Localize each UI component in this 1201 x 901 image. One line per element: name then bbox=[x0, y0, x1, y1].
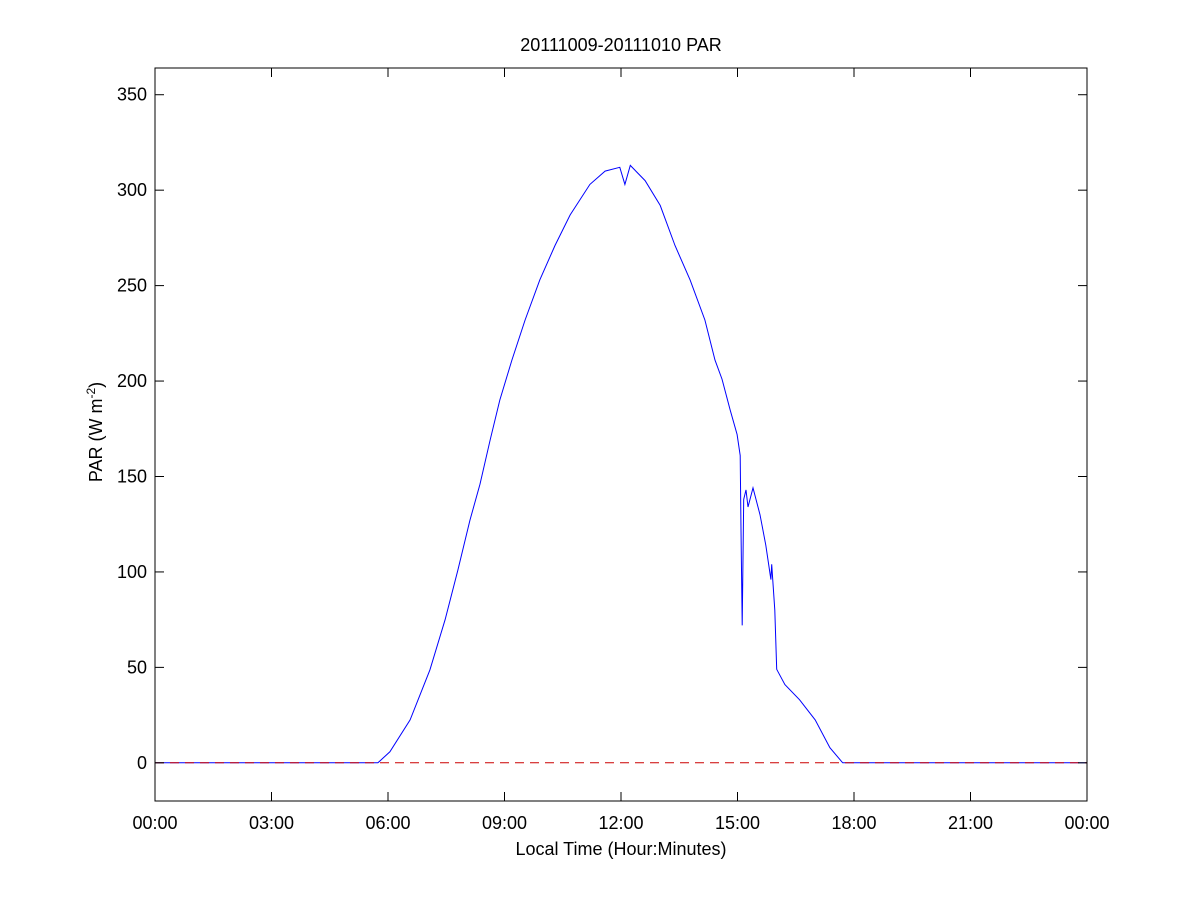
x-tick-label: 21:00 bbox=[948, 813, 993, 833]
y-tick-label: 150 bbox=[117, 466, 147, 486]
x-axis-label: Local Time (Hour:Minutes) bbox=[515, 839, 726, 859]
x-tick-label: 00:00 bbox=[1064, 813, 1109, 833]
x-tick-label: 18:00 bbox=[831, 813, 876, 833]
y-tick-label: 100 bbox=[117, 562, 147, 582]
y-tick-label: 0 bbox=[137, 753, 147, 773]
y-tick-label: 200 bbox=[117, 371, 147, 391]
chart-title: 20111009-20111010 PAR bbox=[520, 35, 722, 55]
x-tick-label: 03:00 bbox=[249, 813, 294, 833]
y-tick-label: 350 bbox=[117, 85, 147, 105]
y-axis-label-main: PAR (W m bbox=[86, 399, 106, 483]
x-tick-label: 06:00 bbox=[365, 813, 410, 833]
y-axis-label: PAR (W m-2) bbox=[84, 382, 106, 482]
x-tick-label: 12:00 bbox=[598, 813, 643, 833]
y-tick-label: 50 bbox=[127, 657, 147, 677]
y-axis-label-close: ) bbox=[86, 382, 106, 388]
x-tick-label: 09:00 bbox=[482, 813, 527, 833]
x-tick-label: 00:00 bbox=[132, 813, 177, 833]
y-axis-label-superscript: -2 bbox=[84, 388, 98, 399]
y-tick-label: 250 bbox=[117, 276, 147, 296]
par-series-line bbox=[155, 164, 1087, 764]
plot-area: 00:00 03:00 06:00 09:00 12:00 15:00 18:00 21:00… bbox=[117, 67, 1110, 833]
y-tick-label: 300 bbox=[117, 180, 147, 200]
x-tick-label: 15:00 bbox=[715, 813, 760, 833]
